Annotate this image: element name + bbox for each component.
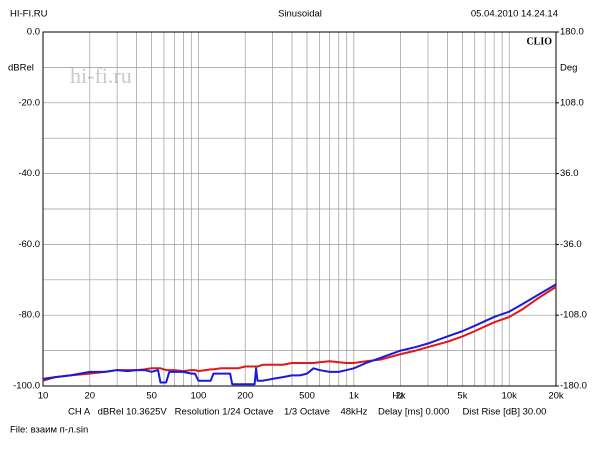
y-tick-label: -80.0 [18,310,40,321]
series-line [42,283,557,386]
y-tick-label: -100.0 [13,381,40,392]
file-name: File: взаим п-л.sin [10,425,88,436]
y-tick-label: -60.0 [18,239,40,250]
y2-axis-label: Deg [560,63,577,74]
x-tick-label: 100 [190,391,206,402]
x-tick-label: 200 [237,391,253,402]
y2-tick-label: 108.0 [560,97,584,108]
header-right: 05.04.2010 14.24.14 [471,9,558,20]
x-tick-label: 5k [457,391,467,402]
y-axis-label: dBRel [8,63,34,74]
y2-tick-label: 180.0 [560,27,584,38]
y2-tick-label: -108.0 [560,310,587,321]
x-tick-label: 2k [396,391,406,402]
x-tick-label: 50 [146,391,157,402]
series-line [42,286,557,382]
y-tick-label: -20.0 [18,97,40,108]
y-tick-label: -40.0 [18,168,40,179]
y2-tick-label: -180.0 [560,381,587,392]
footer: CH A dBRel 10.3625V Resolution 1/24 Octa… [68,407,546,418]
header-left: HI-FI.RU [10,9,48,20]
x-tick-label: 10 [38,391,49,402]
y-tick-label: 0.0 [27,27,40,38]
x-tick-label: 10k [502,391,518,402]
y2-tick-label: -36.0 [560,239,582,250]
x-tick-label: 20 [84,391,95,402]
x-tick-label: 20k [548,391,564,402]
x-tick-label: 500 [299,391,315,402]
plot-frame [42,31,557,387]
brand: CLIO [526,36,552,47]
x-tick-label: 1k [349,391,359,402]
chart-title: Sinusoidal [278,9,322,20]
x-unit: Hz [392,391,404,402]
watermark: hi-fi.ru [70,63,132,88]
y2-tick-label: 36.0 [560,168,579,179]
